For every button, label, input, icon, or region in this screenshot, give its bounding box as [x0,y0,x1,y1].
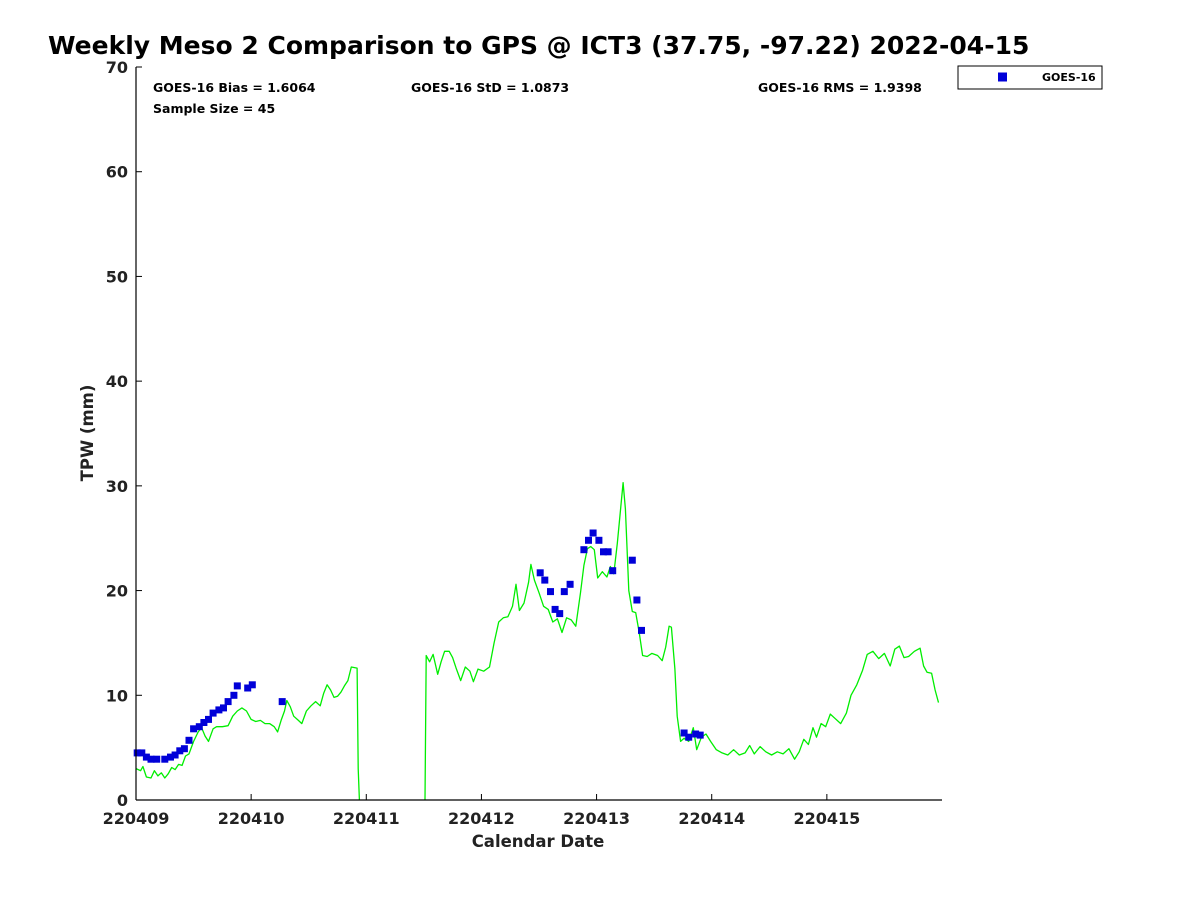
goes16-point [604,548,612,556]
x-tick-label: 220412 [448,809,515,828]
goes16-point [278,698,286,706]
goes16-point [142,753,150,761]
goes16-point [585,536,592,544]
goes16-point-series [133,529,704,763]
goes16-point [633,596,641,604]
plot-frame [136,67,942,800]
x-tick-label: 220411 [333,809,400,828]
y-tick-label: 50 [106,267,128,286]
legend-box [957,65,1103,90]
std-annotation: GOES-16 StD = 1.0873 [411,80,569,95]
goes16-point [153,755,161,763]
legend-entry-goes16: GOES-16 [1042,71,1096,84]
goes16-point [171,751,179,759]
x-tick-label: 220414 [678,809,745,828]
stats-annotations: GOES-16 Bias = 1.6064 GOES-16 StD = 1.08… [153,80,922,116]
goes16-point [638,626,645,634]
x-axis-label: Calendar Date [472,832,605,851]
goes16-point [180,745,188,753]
y-axis-label: TPW (mm) [78,385,97,482]
goes16-point [685,733,693,741]
goes16-point [147,755,155,763]
goes16-point [209,709,217,717]
gps-line-series [136,482,940,800]
y-tick-label: 30 [106,477,128,496]
x-axis-ticks: 220409 220410 220411 220412 220413 220414 2204… [103,794,860,828]
goes16-point [233,682,241,690]
goes16-point [167,753,174,761]
goes16-point [176,747,184,755]
goes16-point [560,588,568,596]
goes16-point [609,567,617,575]
goes16-point [541,576,549,584]
goes16-point [205,715,212,723]
legend-square-marker-icon [998,72,1007,82]
goes16-point [248,681,256,689]
goes16-point [200,719,208,726]
goes16-point [556,610,564,618]
y-tick-label: 40 [106,372,128,391]
goes16-point [185,736,193,744]
goes16-point [138,749,146,757]
plot-area: 0 10 20 30 40 50 60 70 220409 220410 220411 220412… [103,58,942,828]
goes16-point [224,698,232,706]
goes16-point [195,723,203,731]
y-axis-ticks: 0 10 20 30 40 50 60 70 [106,58,142,810]
y-tick-label: 60 [106,163,128,182]
x-tick-label: 220413 [563,809,630,828]
bias-annotation: GOES-16 Bias = 1.6064 [153,80,316,95]
goes16-point [536,569,544,577]
gps-line-segment [424,482,940,800]
goes16-point [190,725,198,733]
goes16-point [547,588,554,596]
legend: GOES-16 [957,65,1103,90]
goes16-point [595,536,603,544]
y-tick-label: 0 [117,791,128,810]
goes16-point [133,749,141,757]
y-tick-label: 70 [106,58,128,77]
goes16-point [215,706,223,714]
rms-annotation: GOES-16 RMS = 1.9398 [758,80,922,95]
x-tick-label: 220409 [103,809,170,828]
goes16-point [220,704,227,712]
goes16-point [696,731,704,739]
x-tick-label: 220415 [793,809,860,828]
goes16-point [589,529,597,537]
goes16-point [566,580,574,588]
y-tick-label: 20 [106,582,128,601]
goes16-point [161,755,169,763]
goes16-point [680,729,688,737]
goes16-point [244,684,252,692]
goes16-point [692,730,700,738]
goes16-point [580,546,588,554]
gps-line-segment [136,666,361,800]
goes16-point [628,556,636,564]
y-tick-label: 10 [106,686,128,705]
goes16-point [551,605,559,613]
chart-title: Weekly Meso 2 Comparison to GPS @ ICT3 (… [48,31,1029,60]
goes16-point [600,548,607,556]
x-tick-label: 220410 [218,809,285,828]
sample-size-annotation: Sample Size = 45 [153,101,275,116]
goes16-point [230,691,238,699]
